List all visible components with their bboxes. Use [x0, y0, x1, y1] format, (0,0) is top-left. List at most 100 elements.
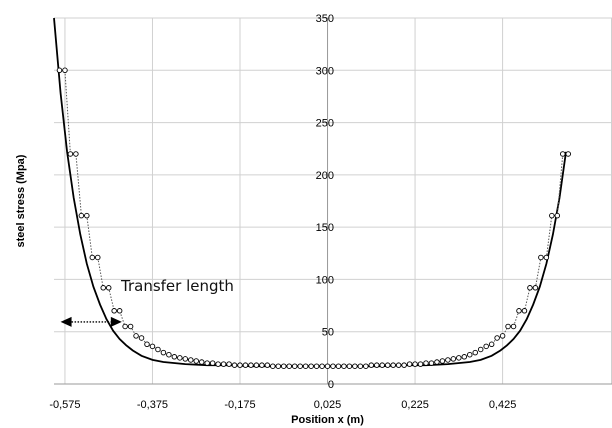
stress-marker-point — [275, 363, 282, 369]
y-tick-label: 50 — [322, 327, 334, 339]
stress-marker-point — [467, 351, 473, 358]
stress-marker-point — [472, 349, 478, 356]
tick-labels: 0 50 100 150 200 250 300 350 -0,575 -0,375 -0,175 0… — [49, 13, 516, 411]
stress-marker-point — [237, 362, 243, 368]
stress-marker-point — [494, 335, 500, 341]
stress-marker-point — [477, 346, 484, 353]
stress-marker-point — [286, 363, 292, 369]
stress-marker-point — [56, 67, 63, 74]
stress-marker-point — [138, 335, 145, 341]
stress-marker-point — [62, 67, 68, 74]
stress-marker-point — [368, 362, 375, 368]
stress-marker-point — [193, 358, 199, 364]
stress-marker-point — [461, 354, 468, 360]
stress-marker-point — [281, 363, 287, 369]
stress-marker-point — [133, 333, 139, 339]
stress-marker-point — [177, 355, 183, 361]
x-tick-label: 0,425 — [489, 399, 517, 411]
stress-marker-point — [401, 362, 407, 368]
stress-marker-point — [259, 362, 265, 368]
stress-marker-point — [160, 349, 167, 356]
stress-marker-point — [335, 363, 342, 369]
stress-marker-point — [346, 363, 353, 369]
stress-marker-point — [439, 358, 446, 364]
stress-marker-point — [297, 363, 303, 369]
y-tick-label: 150 — [316, 222, 334, 234]
stress-marker-point — [341, 363, 347, 369]
stress-marker-point — [412, 361, 418, 367]
stress-marker-point — [95, 254, 101, 261]
stress-marker-point — [149, 343, 156, 350]
annotation-text: Transfer length — [120, 277, 234, 295]
stress-marker-point — [78, 212, 85, 219]
stress-marker-point — [231, 362, 238, 368]
stress-marker-point — [188, 357, 194, 363]
stress-marker-point — [456, 355, 462, 361]
stress-marker-point — [171, 354, 178, 360]
y-tick-label: 0 — [328, 379, 334, 391]
x-tick-label: -0,575 — [49, 399, 80, 411]
stress-marker-point — [215, 361, 221, 367]
stress-marker-point — [363, 363, 369, 369]
stress-marker-point — [226, 361, 232, 367]
stress-marker-point — [527, 285, 533, 291]
stress-marker-point — [565, 151, 571, 157]
stress-marker-point — [182, 356, 189, 362]
x-tick-label: 0,025 — [314, 399, 342, 411]
stress-marker-point — [105, 285, 112, 291]
stress-marker-point — [434, 359, 440, 365]
x-tick-label: 0,225 — [401, 399, 429, 411]
y-axis-title: steel stress (Mpa) — [15, 154, 27, 247]
stress-marker-point — [324, 363, 331, 369]
stress-marker-point — [543, 254, 550, 261]
stress-marker-point — [390, 362, 396, 368]
stress-marker-point — [73, 151, 79, 157]
stress-marker-point — [450, 356, 457, 362]
y-tick-label: 100 — [316, 274, 334, 286]
stress-marker-point — [127, 323, 134, 330]
stress-marker-point — [499, 333, 506, 339]
annotation-arrowhead-right — [110, 316, 122, 327]
y-tick-label: 250 — [316, 118, 334, 130]
stress-marker-point — [532, 285, 539, 291]
stress-marker-point — [423, 360, 429, 366]
stress-marker-line — [59, 69, 569, 367]
axes — [54, 17, 612, 385]
stress-marker-point — [253, 362, 260, 368]
stress-marker-point — [330, 363, 336, 369]
stress-marker-point — [554, 212, 561, 219]
x-tick-label: -0,175 — [224, 399, 255, 411]
stress-marker-point — [428, 360, 435, 366]
stress-marker-point — [510, 323, 517, 330]
stress-marker-point — [166, 351, 172, 358]
stress-marker-point — [302, 363, 309, 369]
stress-marker-point — [384, 362, 391, 368]
stress-marker-point — [270, 363, 276, 369]
stress-marker-point — [319, 363, 325, 369]
stress-marker-point — [379, 362, 385, 368]
stress-marker-point — [357, 363, 364, 369]
stress-marker-point — [549, 212, 555, 219]
stress-marker-point — [505, 323, 511, 330]
stress-marker-point — [291, 363, 298, 369]
stress-marker-point — [521, 308, 528, 314]
stress-marker-point — [111, 308, 117, 314]
x-axis-title: Position x (m) — [291, 414, 364, 426]
stress-marker-point — [204, 360, 210, 366]
stress-marker-point — [116, 308, 123, 314]
stress-marker-point — [488, 341, 495, 348]
annotation-arrowhead-left — [60, 316, 72, 327]
transfer-length-annotation: Transfer length — [60, 277, 234, 327]
stress-marker-point — [483, 343, 489, 350]
y-tick-label: 350 — [316, 13, 334, 25]
stress-marker-point — [538, 254, 544, 261]
stress-marker-point — [352, 363, 358, 369]
series-group — [53, 17, 571, 369]
stress-marker-point — [84, 212, 90, 219]
stress-marker-point — [209, 360, 216, 366]
stress-marker-point — [406, 361, 413, 367]
stress-marker-point — [417, 361, 424, 367]
stress-marker-point — [516, 308, 522, 314]
y-tick-label: 200 — [316, 170, 334, 182]
